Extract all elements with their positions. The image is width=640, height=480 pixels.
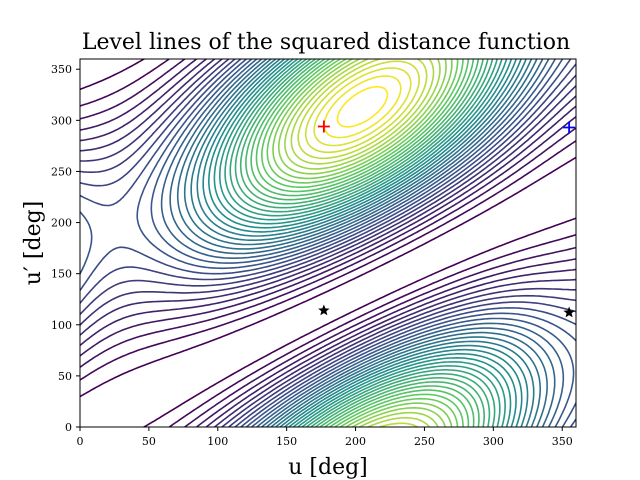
contour-level-39 [336,85,389,128]
contour-level-14 [176,59,548,427]
markers [317,120,576,318]
x-axis: 0 50 100 150 200 250 300 350 [77,427,573,448]
contour-level-10 [80,59,576,427]
contour-level-29 [261,59,464,427]
star-marker [318,304,330,316]
y-tick-label: 350 [51,63,72,76]
chart-title: Level lines of the squared distance func… [82,30,570,55]
x-tick-label: 300 [483,435,504,448]
plus-marker [317,120,330,133]
contour-level-19 [208,59,517,427]
y-tick-label: 250 [51,165,72,178]
x-axis-label: u [deg] [288,455,368,480]
x-tick-label: 100 [207,435,228,448]
contour-level-38 [323,75,402,139]
y-tick-label: 0 [65,421,72,434]
contour-level-1 [80,59,576,427]
contour-level-17 [196,59,529,427]
contour-level-16 [190,59,535,427]
x-tick-label: 0 [77,435,84,448]
y-tick-label: 100 [51,319,72,332]
contour-level-4 [80,59,576,427]
plus-marker [563,121,576,134]
contour-level-3 [80,59,576,427]
contour-level-36 [304,60,420,154]
y-tick-label: 200 [51,217,72,230]
contour-level-37 [313,67,412,147]
contour-level-23 [229,59,496,427]
x-tick-label: 250 [414,435,435,448]
contour-level-34 [290,59,435,427]
contour-level-22 [224,59,501,427]
contour-level-32 [278,59,447,427]
contour-level-31 [272,59,453,427]
y-tick-label: 150 [51,268,72,281]
x-tick-label: 50 [142,435,156,448]
contour-level-20 [213,59,512,427]
x-tick-label: 350 [552,435,573,448]
contour-level-0 [80,59,576,427]
contour-level-7 [80,59,576,427]
y-tick-label: 50 [58,370,72,383]
contour-level-12 [160,59,565,427]
axes-frame [79,58,577,428]
y-axis: 0 50 100 150 200 250 300 350 [51,63,80,434]
contour-level-28 [255,59,470,427]
contour-level-27 [250,59,475,427]
contour-lines [80,59,576,427]
y-axis-label: u′ [deg] [21,201,46,286]
contour-level-25 [239,59,485,427]
x-tick-label: 150 [276,435,297,448]
star-marker [563,306,575,318]
x-tick-label: 200 [345,435,366,448]
y-tick-label: 300 [51,114,72,127]
